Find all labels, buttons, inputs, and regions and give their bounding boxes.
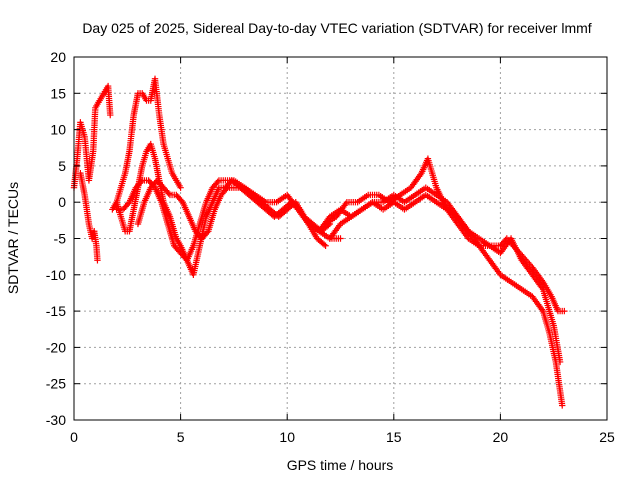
y-tick-label: 15 <box>50 85 66 101</box>
data-point <box>124 200 132 207</box>
data-point <box>337 235 344 242</box>
x-tick-label: 5 <box>177 429 185 445</box>
axis-ticks: 0 5 10 15 20 25 20 15 10 5 0 -5 -10 -15 -20 -25 -30 <box>46 49 615 445</box>
data-point <box>556 358 564 366</box>
y-tick-label: -20 <box>46 339 66 355</box>
series-track-7 <box>315 191 566 409</box>
data-point <box>223 185 230 193</box>
y-tick-label: -25 <box>46 376 66 392</box>
data-point <box>559 402 566 409</box>
y-tick-label: -10 <box>46 267 66 283</box>
chart-title: Day 025 of 2025, Sidereal Day-to-day VTE… <box>82 20 591 36</box>
y-tick-label: 5 <box>58 158 66 174</box>
data-point <box>320 241 328 248</box>
x-tick-label: 0 <box>70 429 78 445</box>
y-tick-label: 0 <box>58 194 66 210</box>
data-point <box>203 229 211 236</box>
y-tick-label: -5 <box>54 231 67 247</box>
data-point <box>182 255 189 263</box>
x-tick-label: 20 <box>493 429 509 445</box>
y-axis-label: SDTVAR / TECUs <box>5 182 21 294</box>
x-tick-label: 10 <box>279 429 295 445</box>
data-markers <box>70 75 568 409</box>
y-tick-label: -15 <box>46 303 66 319</box>
data-point <box>177 184 184 191</box>
x-tick-label: 25 <box>599 429 615 445</box>
series-track-9 <box>326 184 568 315</box>
y-tick-label: 10 <box>50 122 66 138</box>
data-point <box>214 178 221 186</box>
data-point <box>561 307 568 315</box>
data-point <box>107 111 114 119</box>
data-point <box>94 257 101 264</box>
data-point <box>137 178 145 186</box>
series-track-2 <box>77 169 101 264</box>
data-point <box>165 190 172 197</box>
y-tick-label: 20 <box>50 49 66 65</box>
x-axis-label: GPS time / hours <box>287 457 394 473</box>
x-tick-label: 15 <box>386 429 402 445</box>
series-track-1 <box>70 82 114 191</box>
data-point <box>178 197 185 204</box>
series-track-8 <box>322 155 564 366</box>
series-track-6 <box>134 177 334 242</box>
y-tick-label: -30 <box>46 412 66 428</box>
data-point <box>322 242 329 249</box>
